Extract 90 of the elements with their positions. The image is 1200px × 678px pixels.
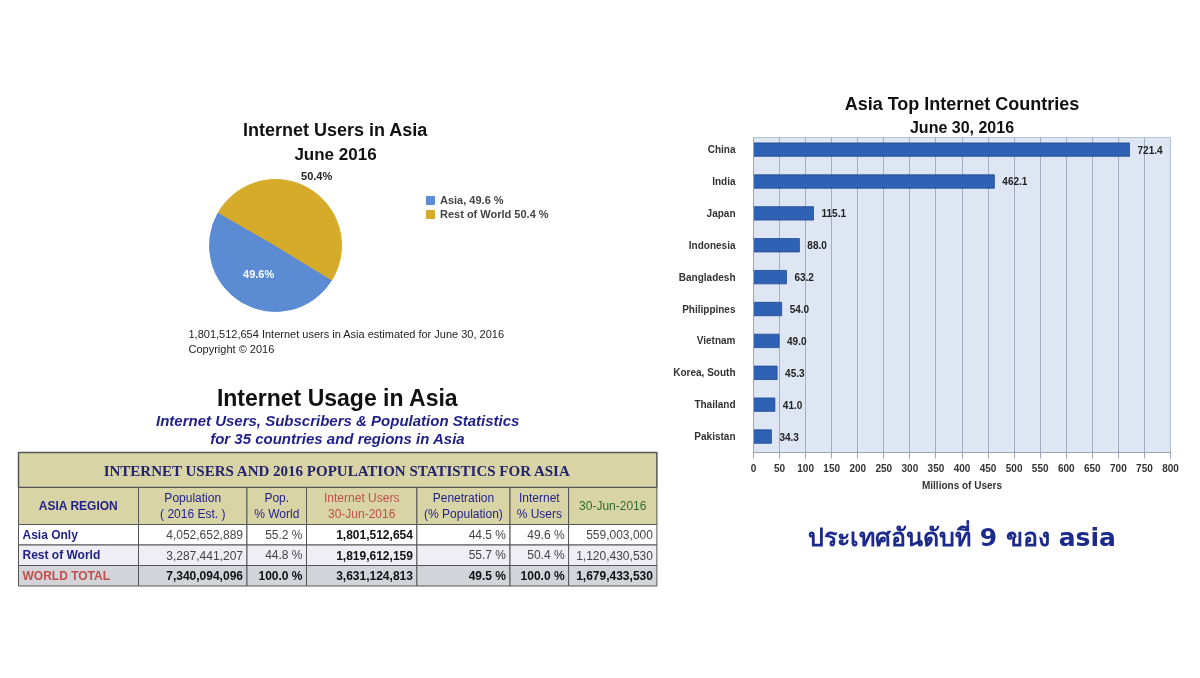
text: 44.8 % — [265, 548, 303, 563]
text: 55.7 % — [468, 548, 507, 563]
category-label: 30-Jun-2016 — [579, 499, 647, 513]
y-tick-label: India — [712, 176, 736, 187]
text: 1,679,433,530 — [576, 569, 653, 584]
text: 4,052,652,889 — [166, 528, 243, 543]
category-label: Internet % Users — [516, 490, 562, 522]
text: 7,340,094,096 — [166, 569, 243, 584]
text: 1,801,512,654 — [336, 528, 413, 543]
text: 49.6 % — [527, 527, 565, 542]
text: ASIA REGION — [38, 499, 118, 513]
chart-subtitle: June 2016 — [294, 144, 377, 164]
text: Copyright © 2016 — [188, 343, 275, 355]
text: 44.5 % — [468, 527, 507, 542]
text: INTERNET USERS AND 2016 POPULATION STATISTICS FOR ASIA — [103, 462, 570, 479]
text: ประเทศอันดับที่ 9 ของ asia — [808, 520, 1116, 552]
x-tick-label: 700 — [1110, 462, 1128, 474]
text: 55.2 % — [265, 527, 303, 542]
y-tick-label: Thailand — [694, 399, 736, 411]
x-tick-label: 400 — [953, 462, 971, 474]
y-tick-label: Bangladesh — [678, 271, 736, 283]
category-label: Rest of World — [22, 548, 101, 563]
data-label: 721.4 — [1137, 144, 1163, 156]
data-label: 50.4% — [301, 170, 333, 183]
bar — [753, 238, 800, 253]
data-label: 41.0 — [782, 399, 803, 411]
data-label: 45.3 — [785, 367, 806, 379]
chart-title: Internet Users in Asia — [242, 119, 429, 140]
x-tick-label: 650 — [1083, 462, 1102, 474]
x-tick-label: 200 — [849, 462, 867, 474]
x-tick-label: 800 — [1162, 462, 1180, 474]
y-tick-label: Korea, South — [673, 367, 736, 379]
chart-subtitle: June 30, 2016 — [909, 118, 1015, 136]
x-tick-label: 550 — [1031, 462, 1049, 474]
x-tick-label: 150 — [823, 462, 841, 474]
bar — [753, 301, 783, 317]
bar — [753, 174, 995, 189]
category-label: Internet Users 30-Jun-2016 — [324, 490, 400, 522]
x-tick-label: 450 — [979, 462, 997, 474]
x-tick-label: 0 — [750, 462, 757, 474]
data-label: 34.3 — [779, 431, 800, 443]
x-tick-label: 750 — [1136, 462, 1154, 474]
text: 3,287,441,207 — [166, 548, 243, 563]
y-tick-label: Philippines — [682, 303, 736, 315]
data-label: 54.0 — [789, 304, 810, 316]
data-label: 63.2 — [794, 272, 815, 284]
x-axis-title: Millions of Users — [921, 479, 1003, 491]
data-label: 88.0 — [807, 240, 828, 252]
text: 3,631,124,813 — [336, 569, 413, 584]
y-tick-label: Vietnam — [696, 335, 736, 347]
text: 1,801,512,654 Internet users in Asia estimated for June 30, 2016 — [188, 328, 505, 340]
bar — [753, 333, 780, 349]
y-tick-label: China — [707, 144, 736, 156]
bar — [753, 397, 776, 412]
bar — [753, 206, 814, 221]
text: 559,003,000 — [586, 528, 653, 543]
x-tick-label: 500 — [1005, 462, 1023, 474]
x-tick-label: 350 — [927, 462, 945, 474]
text: Internet Users, Subscribers & Population Statistics for 35 countries and regions in Asia — [155, 411, 520, 448]
text: 1,819,612,159 — [336, 548, 413, 563]
y-tick-label: Japan — [706, 207, 736, 219]
text: 100.0 % — [258, 568, 303, 583]
bar — [753, 270, 787, 285]
text: 50.4 % — [527, 548, 565, 563]
legend-label: Rest of World 50.4 % — [440, 208, 549, 220]
x-tick-label: 600 — [1057, 462, 1076, 474]
text: Internet Usage in Asia — [216, 384, 458, 411]
data-label: 49.0 — [787, 335, 807, 347]
text: 1,120,430,530 — [576, 548, 653, 563]
x-tick-label: 250 — [875, 462, 893, 474]
data-label: 462.1 — [1002, 176, 1028, 188]
legend-label: Asia, 49.6 % — [440, 194, 504, 206]
x-tick-label: 50 — [774, 462, 786, 474]
y-tick-label: Indonesia — [688, 239, 736, 251]
text: 49.5 % — [468, 568, 507, 583]
text: 100.0 % — [520, 568, 565, 583]
category-label: Asia Only — [22, 527, 78, 542]
category-label: WORLD TOTAL — [22, 568, 111, 583]
bar — [753, 429, 772, 444]
bar — [753, 142, 1130, 157]
x-tick-label: 100 — [797, 462, 815, 474]
data-label: 49.6% — [243, 267, 275, 280]
category-label: Penetration (% Population) — [424, 490, 503, 522]
y-tick-label: Pakistan — [694, 431, 736, 443]
category-label: Population ( 2016 Est. ) — [160, 490, 226, 522]
x-tick-label: 300 — [901, 462, 919, 474]
bar — [753, 365, 778, 380]
data-label: 115.1 — [821, 208, 847, 220]
chart-title: Asia Top Internet Countries — [844, 93, 1080, 114]
category-label: Pop. % World — [254, 490, 300, 522]
